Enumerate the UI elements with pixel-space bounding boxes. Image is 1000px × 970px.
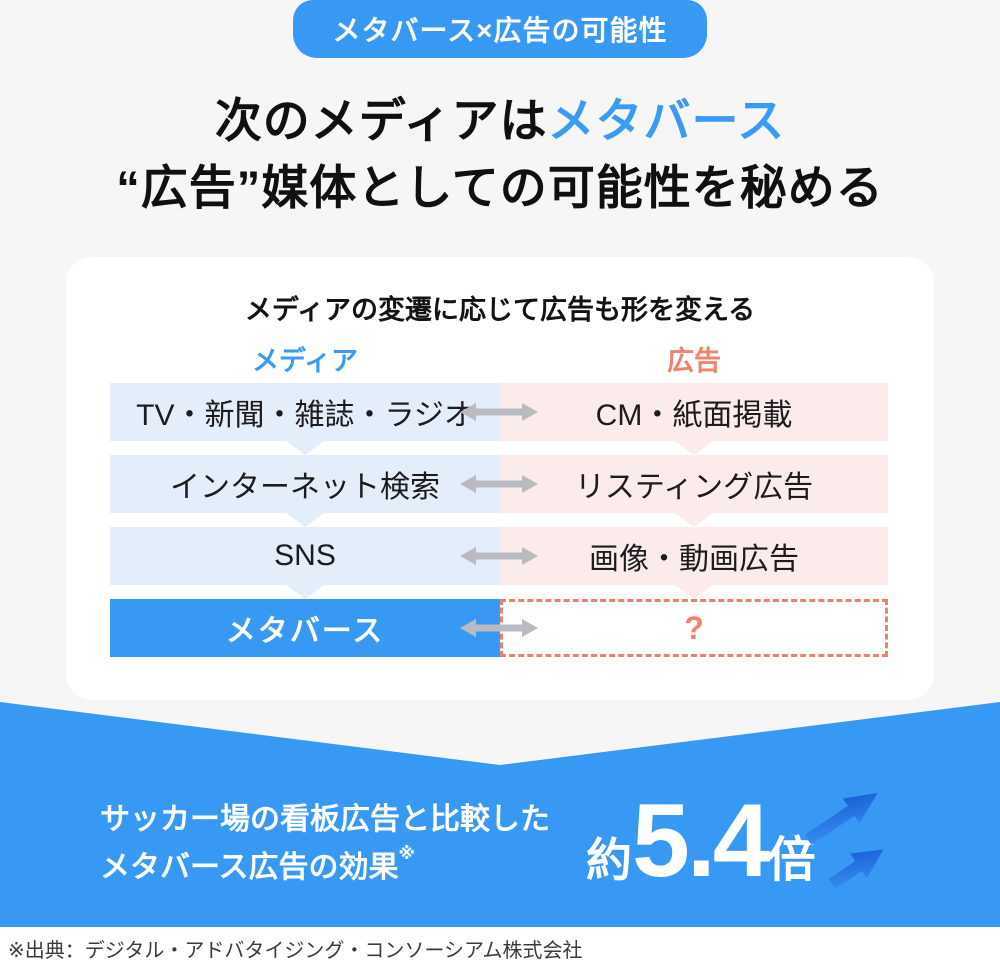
- column-header-media: メディア: [251, 346, 359, 376]
- media-ad-card: メディアの変遷に応じて広告も形を変える メディア 広告 TV・新聞・雑誌・ラジオ…: [66, 257, 934, 700]
- stat-value-prefix: 約: [586, 834, 632, 886]
- page-title: 次のメディアはメタバース “広告”媒体としての可能性を秘める: [0, 88, 1000, 221]
- table-row-metaverse: メタバース ?: [110, 599, 888, 657]
- double-arrow-icon: [460, 403, 538, 421]
- page-title-line1: 次のメディアはメタバース: [214, 94, 786, 147]
- down-notch-icon: [675, 513, 713, 527]
- down-notch-icon: [675, 441, 713, 455]
- footnote-mark: ※: [398, 843, 416, 863]
- ad-cell: CM・紙面掲載: [500, 383, 888, 441]
- ad-cell: リスティング広告: [500, 455, 888, 513]
- card-heading: メディアの変遷に応じて広告も形を変える: [244, 295, 756, 325]
- down-notch-icon: [286, 513, 324, 527]
- growth-arrows-icon: [806, 793, 884, 889]
- double-arrow-icon: [460, 619, 538, 637]
- top-section: メタバース×広告の可能性 次のメディアはメタバース “広告”媒体としての可能性を…: [0, 0, 1000, 700]
- header-badge-label: メタバース×広告の可能性: [332, 15, 668, 46]
- media-cell: インターネット検索: [110, 455, 500, 513]
- double-arrow-icon: [460, 547, 538, 565]
- stat-blue-band: サッカー場の看板広告と比較した メタバース広告の効果※ 約 5.4 倍: [0, 702, 1000, 927]
- page-title-line2: “広告”媒体としての可能性を秘める: [116, 160, 884, 214]
- down-notch-icon: [286, 585, 324, 599]
- source-note-text: ※出典：デジタル・アドバタイジング・コンソーシアム株式会社: [8, 940, 583, 962]
- stat-description: サッカー場の看板広告と比較した メタバース広告の効果※: [100, 799, 550, 889]
- double-arrow-icon: [460, 475, 538, 493]
- ad-cell-question: ?: [500, 599, 888, 657]
- stat-value-number: 5.4: [632, 783, 771, 899]
- media-cell: TV・新聞・雑誌・ラジオ: [110, 383, 500, 441]
- table-row: インターネット検索 リスティング広告: [110, 455, 888, 527]
- source-note: ※出典：デジタル・アドバタイジング・コンソーシアム株式会社: [0, 927, 1000, 970]
- header-badge: メタバース×広告の可能性: [293, 0, 707, 58]
- down-notch-icon: [675, 585, 713, 599]
- media-cell-metaverse: メタバース: [110, 599, 500, 657]
- stat-description-line1: サッカー場の看板広告と比較した: [100, 803, 550, 836]
- ad-cell: 画像・動画広告: [500, 527, 888, 585]
- column-headers: メディア 広告: [110, 339, 888, 378]
- column-header-ad: 広告: [667, 346, 721, 376]
- comparison-table: TV・新聞・雑誌・ラジオ CM・紙面掲載 インターネット検索 リスティング広告: [110, 383, 888, 671]
- media-cell: SNS: [110, 527, 500, 585]
- stat-value: 約 5.4 倍: [586, 789, 816, 893]
- page-title-highlight: メタバース: [547, 94, 786, 147]
- stat-section: サッカー場の看板広告と比較した メタバース広告の効果※ 約 5.4 倍: [0, 702, 1000, 927]
- stat-value-suffix: 倍: [767, 834, 816, 887]
- stat-description-line2: メタバース広告の効果※: [100, 843, 416, 884]
- table-row: SNS 画像・動画広告: [110, 527, 888, 599]
- down-notch-icon: [286, 441, 324, 455]
- table-row: TV・新聞・雑誌・ラジオ CM・紙面掲載: [110, 383, 888, 455]
